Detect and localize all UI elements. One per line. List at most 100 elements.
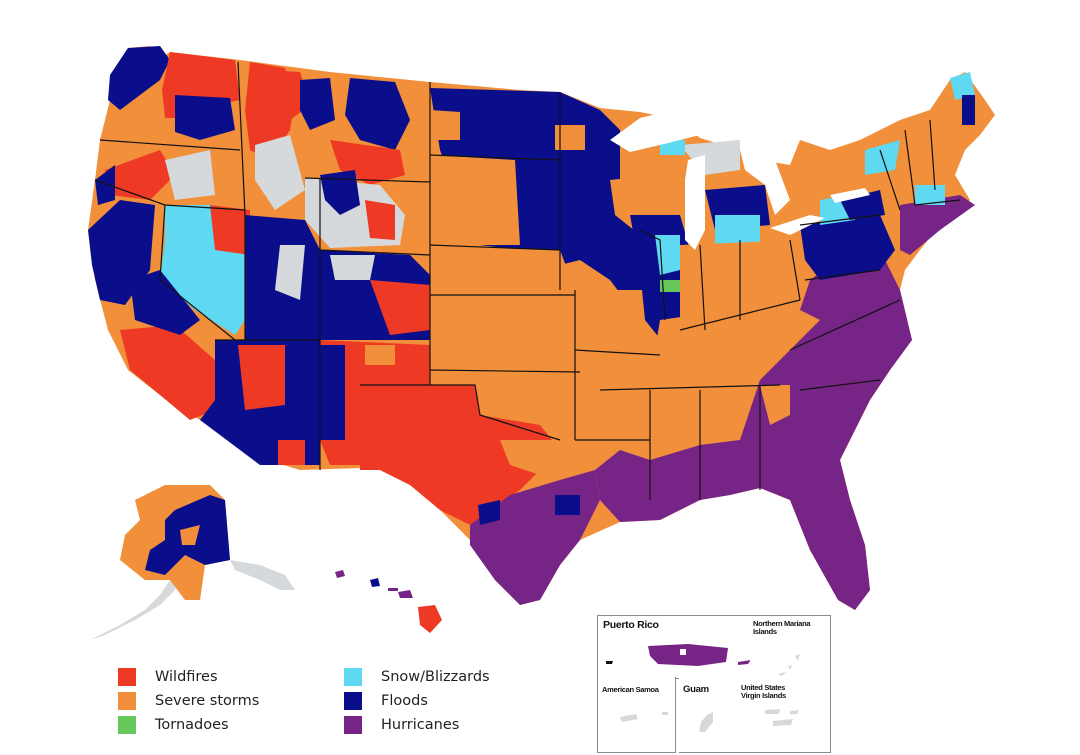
region-wildfires-az-se [278,440,305,465]
region-nodata-ut [275,245,305,300]
region-floods-wa [108,46,170,110]
alaska-aleutians [90,575,180,640]
region-storms-mn-c [555,125,585,150]
region-nodata-co [330,255,375,280]
region-hurricanes-ne-coast [900,195,975,255]
legend: Wildfires Severe storms Tornadoes Snow/B… [118,667,538,739]
region-storms-tx-ne [500,440,580,475]
inset-northern-mariana: Northern Mariana Islands [750,615,831,679]
lake-michigan [685,155,705,250]
inset-puerto-rico: Puerto Rico [597,615,752,679]
lake-huron [740,150,790,215]
region-wildfires-nv-e [210,205,250,255]
swatch-floods [344,692,362,710]
alaska-storms-inner [180,525,200,545]
legend-item-wildfires: Wildfires [118,667,218,687]
region-floods-wa-central [175,95,235,140]
region-storms-ga [760,385,790,425]
plains-regions [360,88,665,605]
legend-item-snow-blizzards: Snow/Blizzards [344,667,490,687]
legend-label-snow-blizzards: Snow/Blizzards [381,669,490,685]
alaska [90,485,295,640]
legend-label-tornadoes: Tornadoes [155,717,229,733]
region-tornado-il [660,280,680,292]
hawaii-kauai [335,570,345,578]
inset-guam: Guam [679,677,736,753]
midwest-regions [560,140,810,470]
region-snow-mi [715,215,760,245]
west-regions [88,46,430,465]
region-storms-ok [430,370,585,440]
usvi-shape [765,709,799,726]
region-snow-ct [915,185,945,205]
legend-item-severe-storms: Severe storms [118,691,259,711]
region-nodata-mi-up [680,140,740,175]
inset-title-northern-mariana-1: Northern Mariana [753,619,811,628]
hawaii-maui [398,590,413,598]
inset-american-samoa: American Samoa [597,677,676,753]
region-nodata-or [165,150,215,200]
legend-label-floods: Floods [381,693,428,709]
region-floods-tx-c [478,500,500,525]
region-floods-ca-c [130,270,200,335]
lake-erie [770,215,825,235]
region-storms-nd-sw [430,110,460,140]
legend-label-wildfires: Wildfires [155,669,218,685]
hawaii [335,570,442,633]
alaska-panhandle [230,560,295,590]
region-wildfires-or [105,150,175,200]
region-wildfires-tx [360,385,560,525]
region-floods-or-w [95,165,115,205]
inset-title-usvi-1: United States [741,683,786,692]
region-storms-ky-tn [650,300,810,390]
lake-superior [610,108,735,152]
swatch-wildfires [118,668,136,686]
american-samoa-shape [620,712,668,722]
region-snow-me [950,72,975,100]
legend-item-floods: Floods [344,691,428,711]
region-floods-nd-mn [430,88,665,320]
region-floods-wy [320,170,360,215]
region-nodata-id-s [255,135,305,210]
great-lakes [610,108,870,250]
inset-usvi: United States Virgin Islands [735,677,831,753]
legend-item-tornadoes: Tornadoes [118,715,229,735]
inset-title-guam: Guam [683,684,709,695]
region-wildfires-ca-s [120,325,215,420]
region-floods-mt-east [345,78,410,150]
swatch-tornadoes [118,716,136,734]
inset-title-northern-mariana-2: Islands [753,627,777,636]
legend-label-hurricanes: Hurricanes [381,717,460,733]
hawaii-molokai [388,588,398,591]
swatch-hurricanes [344,716,362,734]
region-wildfires-wy [365,200,395,240]
inset-title-puerto-rico: Puerto Rico [603,619,659,631]
hawaii-oahu [370,578,380,587]
region-storms-sd [430,155,520,245]
lake-ontario [830,188,870,203]
region-floods-pa [800,215,895,280]
puerto-rico-shape [606,644,751,666]
region-snow-mi-up [660,140,685,155]
state-borders [94,61,961,500]
swatch-snow-blizzards [344,668,362,686]
region-floods-me [962,95,975,125]
region-storms-nm [365,345,395,365]
region-wildfires-co [370,280,430,335]
northeast-regions [800,72,975,280]
region-floods-mt [300,78,335,130]
northern-mariana-shape [778,654,800,676]
region-floods-nm-w [320,345,345,440]
swatch-severe-storms [118,692,136,710]
region-storms-ks-ne [430,245,575,370]
legend-label-severe-storms: Severe storms [155,693,260,709]
region-hurricanes-se [595,290,912,610]
region-floods-tx-e [555,495,580,515]
legend-item-hurricanes: Hurricanes [344,715,459,735]
inset-title-american-samoa: American Samoa [602,685,659,694]
inset-title-usvi-2: Virgin Islands [741,691,786,700]
region-wildfires-az [238,345,285,410]
hawaii-big-island [418,605,442,633]
region-wildfires-mt-w [265,70,310,120]
